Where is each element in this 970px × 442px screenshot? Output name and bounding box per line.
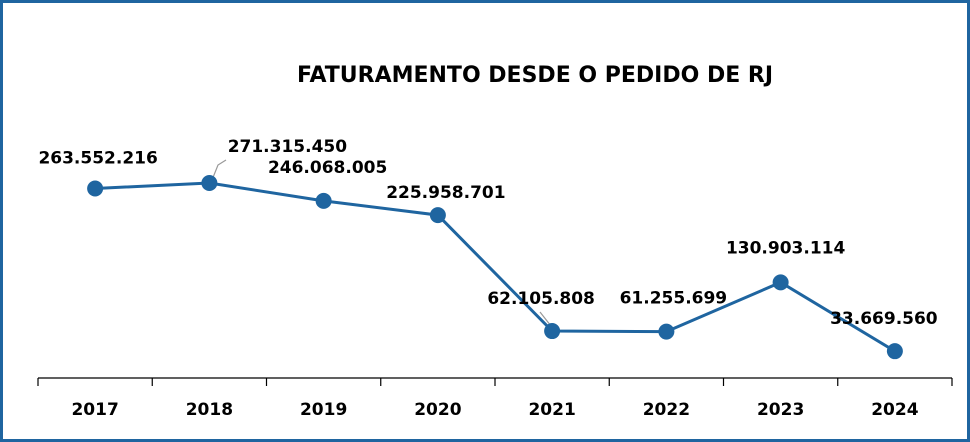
x-tick-label: 2020 bbox=[414, 400, 461, 420]
marker bbox=[315, 192, 332, 209]
data-label: 61.255.699 bbox=[620, 289, 728, 309]
x-tick-label: 2021 bbox=[528, 400, 575, 420]
marker bbox=[87, 180, 104, 197]
x-tick-label: 2024 bbox=[871, 400, 918, 420]
marker bbox=[201, 175, 218, 191]
x-tick-label: 2023 bbox=[757, 400, 804, 420]
marker bbox=[772, 274, 789, 291]
leader-line bbox=[211, 159, 227, 181]
data-label: 271.315.450 bbox=[228, 137, 348, 157]
data-label: 130.903.114 bbox=[726, 238, 846, 258]
data-label: 263.552.216 bbox=[38, 148, 157, 168]
data-label: 225.958.701 bbox=[386, 183, 505, 203]
marker bbox=[429, 207, 446, 224]
marker bbox=[544, 323, 561, 340]
line bbox=[95, 181, 896, 353]
x-tick-label: 2017 bbox=[71, 400, 118, 420]
data-label: 62.105.808 bbox=[487, 289, 595, 309]
x-tick-label: 2018 bbox=[186, 400, 233, 420]
data-label: 246.068.005 bbox=[268, 158, 387, 178]
data-label: 33.669.560 bbox=[830, 309, 938, 329]
x-tick-label: 2019 bbox=[300, 400, 347, 420]
x-tick-label: 2022 bbox=[643, 400, 690, 420]
marker bbox=[886, 343, 903, 360]
marker bbox=[658, 323, 675, 340]
chart-title: FATURAMENTO DESDE O PEDIDO DE RJ bbox=[297, 63, 773, 88]
